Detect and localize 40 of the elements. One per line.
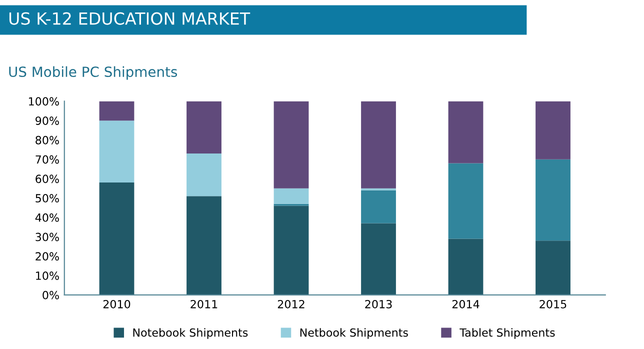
x-tick-label: 2011	[190, 300, 218, 308]
x-tick-label: 2015	[540, 300, 566, 308]
bar	[186, 196, 222, 295]
y-tick-label: 90%	[36, 116, 59, 125]
bar	[448, 238, 484, 295]
y-tick-label: 30%	[36, 232, 59, 242]
bar	[99, 182, 134, 295]
y-tick-label: 40%	[35, 213, 59, 222]
y-tick-label: 0%	[42, 290, 59, 300]
bar	[361, 223, 396, 295]
bar	[186, 101, 222, 154]
y-tick-label: 20%	[36, 252, 59, 261]
bar	[361, 190, 396, 224]
legend-label: Tablet Shipments	[460, 328, 555, 339]
bar	[99, 101, 134, 121]
x-tick-label: 2014	[452, 300, 480, 308]
y-tick-label: 80%	[36, 136, 59, 144]
bar	[361, 101, 396, 188]
bar	[448, 101, 484, 164]
bar	[274, 188, 309, 204]
x-tick-label: 2013	[365, 300, 392, 308]
y-tick-label: 10%	[36, 272, 59, 280]
bar	[536, 101, 570, 160]
legend-label: Notebook Shipments	[133, 328, 248, 339]
chart-subtitle: US Mobile PC Shipments	[9, 66, 178, 80]
legend-label: Netbook Shipments	[300, 328, 408, 339]
y-tick-label: 50%	[36, 194, 59, 202]
bar	[274, 206, 309, 295]
bar	[536, 240, 570, 295]
bar	[274, 101, 309, 188]
y-tick-label: 100%	[28, 97, 59, 106]
bar	[99, 120, 134, 183]
bar	[536, 159, 570, 241]
y-tick-label: 70%	[36, 155, 59, 164]
x-tick-label: 2010	[103, 300, 130, 308]
chart-title: US K-12 EDUCATION MARKET	[9, 12, 250, 25]
y-tick-label: 60%	[36, 174, 59, 184]
bar	[448, 163, 484, 239]
bar	[186, 154, 222, 196]
x-tick-label: 2012	[278, 300, 304, 308]
